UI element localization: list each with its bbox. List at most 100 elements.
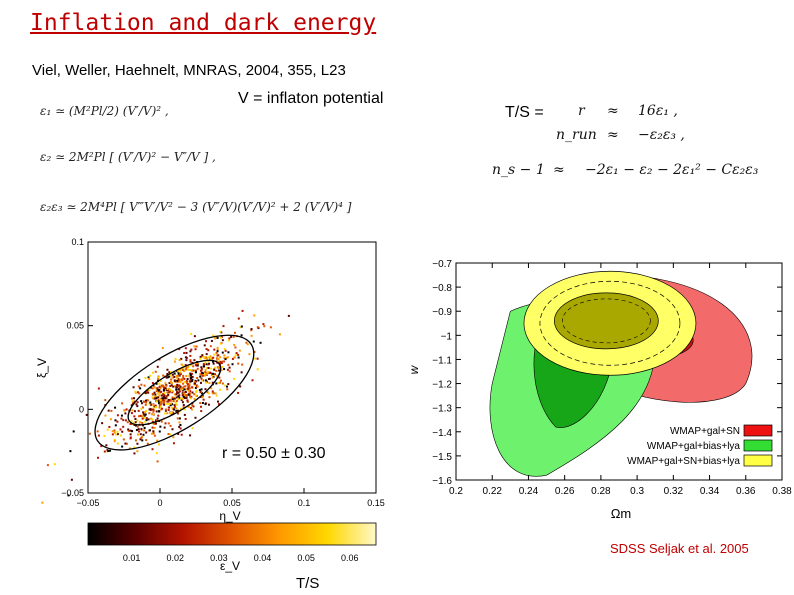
scatter-point <box>138 392 141 395</box>
scatter-point <box>166 402 169 405</box>
scatter-point <box>180 378 183 381</box>
equation-ns-lhs: n_s − 1 <box>492 162 545 178</box>
scatter-point <box>145 417 148 420</box>
scatter-point <box>237 353 240 356</box>
scatter-point <box>157 390 160 393</box>
scatter-point <box>178 390 181 393</box>
scatter-point <box>177 374 180 377</box>
scatter-point <box>233 344 236 347</box>
scatter-point <box>153 397 156 400</box>
scatter-point <box>181 369 184 372</box>
scatter-point <box>166 376 169 379</box>
scatter-point <box>151 448 154 451</box>
scatter-point <box>210 387 213 390</box>
scatter-point <box>124 419 127 422</box>
scatter-point <box>139 387 142 390</box>
scatter-point <box>140 407 143 410</box>
scatter-point <box>177 432 180 435</box>
scatter-point <box>186 384 189 387</box>
scatter-point <box>141 406 144 409</box>
scatter-point <box>191 386 194 389</box>
scatter-point <box>133 397 136 400</box>
scatter-point <box>213 368 216 371</box>
scatter-point <box>195 362 198 365</box>
scatter-point <box>193 383 196 386</box>
scatter-point <box>201 355 204 358</box>
scatter-point <box>211 376 214 379</box>
contour-ytick-label: −1.1 <box>432 355 452 366</box>
scatter-point <box>154 395 157 398</box>
scatter-point <box>212 373 215 376</box>
scatter-point <box>149 374 152 377</box>
scatter-point <box>160 408 163 411</box>
scatter-point <box>142 411 145 414</box>
scatter-point <box>183 397 186 400</box>
scatter-point <box>170 374 173 377</box>
scatter-point <box>130 420 133 423</box>
scatter-point <box>237 391 240 394</box>
scatter-point <box>121 402 124 405</box>
scatter-point <box>145 391 148 394</box>
scatter-point <box>190 408 193 411</box>
scatter-point <box>226 388 229 391</box>
contour-yellow-inner-dashed <box>562 298 651 344</box>
scatter-point <box>160 385 163 388</box>
scatter-point <box>187 389 190 392</box>
scatter-point <box>176 417 179 420</box>
scatter-point <box>179 373 182 376</box>
scatter-point <box>176 377 179 380</box>
scatter-point <box>169 380 172 383</box>
contour-xtick-label: 0.38 <box>772 486 792 497</box>
scatter-point <box>136 450 139 453</box>
scatter-point <box>148 412 151 415</box>
scatter-point <box>85 413 88 416</box>
scatter-point <box>184 418 187 421</box>
scatter-point <box>153 426 156 429</box>
scatter-point <box>157 396 160 399</box>
scatter-point <box>147 418 150 421</box>
scatter-point <box>194 371 197 374</box>
scatter-point <box>202 398 205 401</box>
scatter-point <box>193 359 196 362</box>
scatter-point <box>201 374 204 377</box>
scatter-ytick-label: 0.05 <box>66 321 84 331</box>
scatter-point <box>287 314 290 317</box>
scatter-point <box>144 420 147 423</box>
scatter-point <box>191 404 194 407</box>
scatter-point <box>173 372 176 375</box>
scatter-point <box>185 380 188 383</box>
scatter-point <box>132 421 135 424</box>
scatter-point <box>199 375 202 378</box>
scatter-point <box>144 403 147 406</box>
scatter-point <box>164 422 167 425</box>
colorbar-tick-label: 0.03 <box>210 553 228 563</box>
scatter-point <box>209 355 212 358</box>
scatter-point <box>184 390 187 393</box>
scatter-point <box>240 334 243 337</box>
scatter-point <box>152 384 155 387</box>
scatter-point <box>203 374 206 377</box>
equation-r-rhs: 16ε₁ , <box>638 103 678 119</box>
scatter-point <box>158 391 161 394</box>
scatter-point <box>241 309 244 312</box>
scatter-point <box>151 392 154 395</box>
scatter-point <box>114 406 117 409</box>
scatter-point <box>194 348 197 351</box>
scatter-point <box>172 442 175 445</box>
scatter-point <box>165 395 168 398</box>
scatter-point <box>148 408 151 411</box>
scatter-point <box>194 364 197 367</box>
scatter-point <box>212 372 215 375</box>
scatter-point <box>164 382 167 385</box>
scatter-point <box>190 332 193 335</box>
scatter-point <box>151 396 154 399</box>
scatter-point <box>165 384 168 387</box>
scatter-point <box>188 375 191 378</box>
scatter-point <box>161 397 164 400</box>
scatter-point <box>205 381 208 384</box>
scatter-point <box>179 423 182 426</box>
scatter-point <box>179 387 182 390</box>
scatter-point <box>136 442 139 445</box>
scatter-point <box>167 422 170 425</box>
scatter-point <box>174 384 177 387</box>
